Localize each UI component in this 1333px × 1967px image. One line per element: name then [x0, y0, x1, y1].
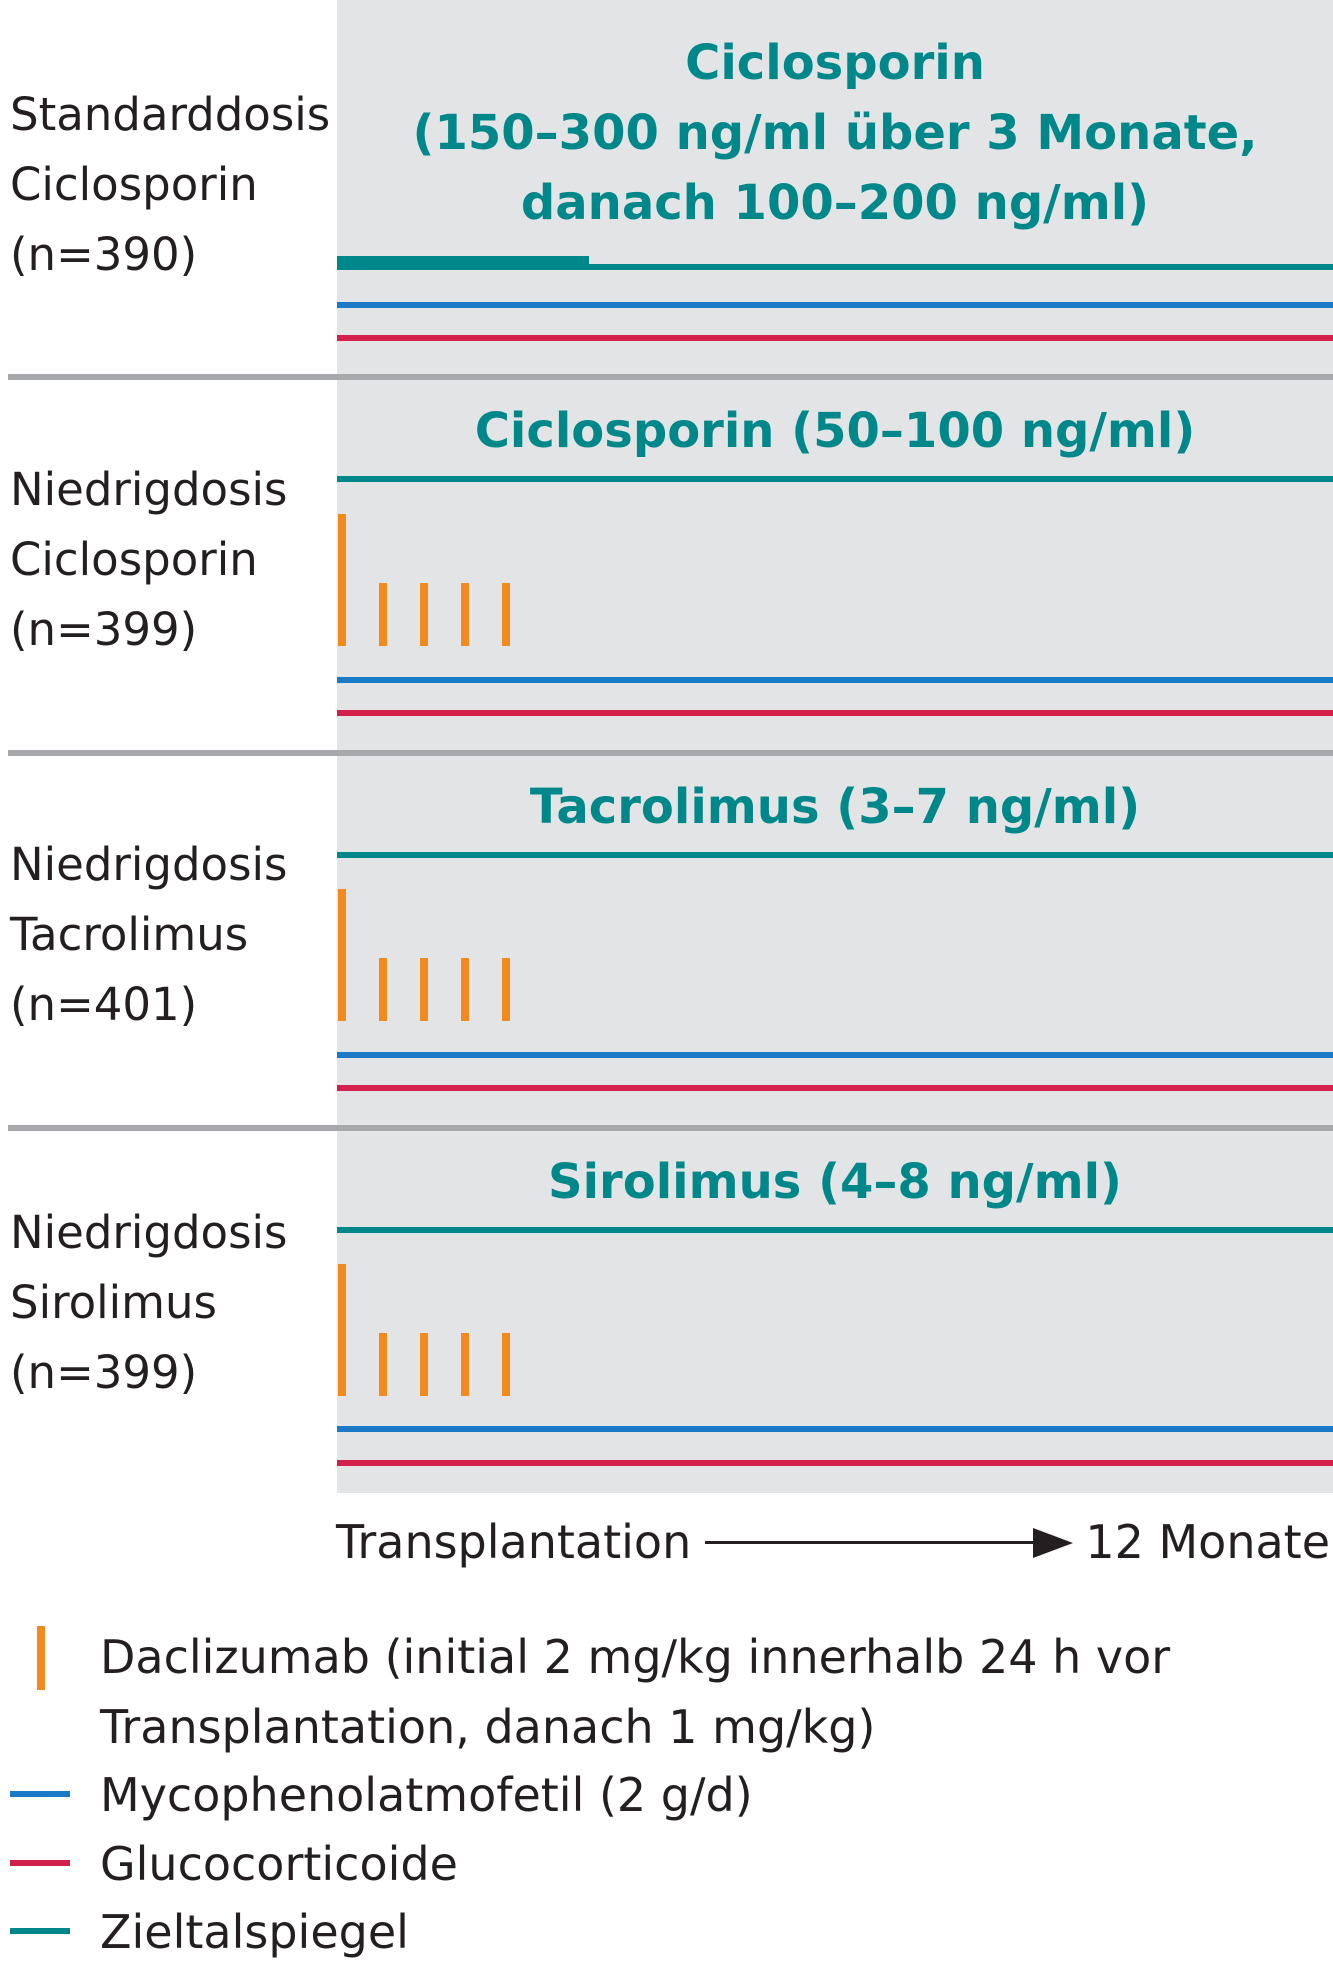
daclizumab-dose: [461, 583, 469, 646]
group-separator: [8, 750, 1333, 756]
daclizumab-dose: [420, 958, 428, 1021]
drug-title-low-sirolimus: Sirolimus (4–8 ng/ml): [548, 1154, 1122, 1210]
timeline-end-label: 12 Monate: [1085, 1515, 1330, 1569]
daclizumab-dose: [379, 958, 387, 1021]
mycophenolat-line: [337, 302, 1333, 308]
daclizumab-dose-initial: [338, 889, 346, 1021]
group-separator: [8, 1125, 1333, 1131]
legend-mycophenolat: Mycophenolatmofetil (2 g/d): [100, 1768, 753, 1822]
daclizumab-dose: [502, 958, 510, 1021]
daclizumab-dose-initial: [338, 1264, 346, 1396]
group-label-low-ciclosporin: Niedrigdosis Ciclosporin (n=399): [10, 463, 288, 656]
group-separator: [8, 374, 1333, 380]
target-level-line: [337, 476, 1333, 482]
daclizumab-legend-swatch: [37, 1626, 45, 1690]
daclizumab-dose: [461, 1333, 469, 1396]
legend-glucocorticoide: Glucocorticoide: [100, 1837, 458, 1891]
group-label-standard-ciclosporin: Standarddosis Ciclosporin (n=390): [10, 88, 331, 281]
glucocorticoide-line: [337, 710, 1333, 716]
target-level-line: [337, 852, 1333, 858]
glucocorticoide-line: [337, 1085, 1333, 1091]
legend-daclizumab-line2: Transplantation, danach 1 mg/kg): [100, 1700, 876, 1754]
target-level-line: [337, 1227, 1333, 1233]
daclizumab-dose: [461, 958, 469, 1021]
group-label-low-sirolimus: Niedrigdosis Sirolimus (n=399): [10, 1206, 288, 1399]
mycophenolat-legend-swatch: [10, 1791, 70, 1797]
glucocorticoide-legend-swatch: [10, 1860, 70, 1866]
daclizumab-dose: [420, 1333, 428, 1396]
diagram-panel: [337, 0, 1333, 1493]
drug-title-low-ciclosporin: Ciclosporin (50–100 ng/ml): [474, 403, 1196, 459]
daclizumab-dose: [420, 583, 428, 646]
drug-title-standard-ciclosporin: Ciclosporin (150–300 ng/ml über 3 Monate…: [412, 35, 1258, 231]
mycophenolat-line: [337, 1052, 1333, 1058]
glucocorticoide-line: [337, 335, 1333, 341]
daclizumab-dose-initial: [338, 514, 346, 646]
daclizumab-dose: [502, 1333, 510, 1396]
group-label-low-tacrolimus: Niedrigdosis Tacrolimus (n=401): [10, 838, 288, 1031]
timeline-arrow-line: [705, 1541, 1035, 1544]
mycophenolat-line: [337, 1426, 1333, 1432]
legend-zieltalspiegel: Zieltalspiegel: [100, 1905, 409, 1959]
glucocorticoide-line: [337, 1460, 1333, 1466]
target-level-line: [337, 264, 1333, 270]
daclizumab-dose: [379, 1333, 387, 1396]
daclizumab-dose: [379, 583, 387, 646]
drug-title-low-tacrolimus: Tacrolimus (3–7 ng/ml): [529, 779, 1141, 835]
timeline-start-label: Transplantation: [336, 1515, 692, 1569]
arrow-right-icon: [1033, 1528, 1073, 1558]
legend-daclizumab: Daclizumab (initial 2 mg/kg innerhalb 24…: [100, 1630, 1171, 1684]
mycophenolat-line: [337, 677, 1333, 683]
daclizumab-dose: [502, 583, 510, 646]
zieltalspiegel-legend-swatch: [10, 1928, 70, 1934]
